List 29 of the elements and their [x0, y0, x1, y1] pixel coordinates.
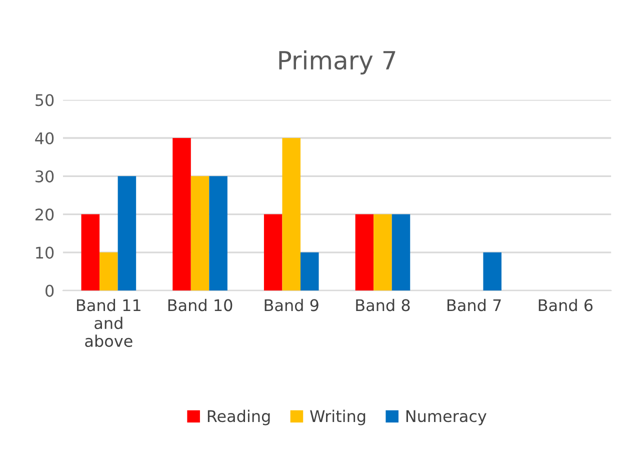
bar — [300, 252, 319, 291]
bar — [392, 214, 410, 291]
x-tick-label: Band 9 — [264, 298, 318, 312]
bar — [209, 176, 228, 291]
chart-title: Primary 7 — [279, 50, 396, 75]
y-tick-label: 0 — [46, 284, 54, 297]
bar — [282, 138, 301, 291]
legend-label: Writing — [310, 410, 366, 426]
bar — [264, 214, 282, 291]
bar — [190, 176, 210, 291]
x-tick-label: Band 7 — [448, 298, 501, 312]
y-tick-label: 10 — [36, 246, 54, 259]
bar — [355, 214, 374, 291]
legend-label: Reading — [208, 410, 270, 426]
x-tick-label: Band 10 — [168, 298, 232, 312]
bar — [483, 252, 502, 291]
x-tick-label: Band 8 — [356, 298, 410, 312]
x-tick-label: Band 11 and above — [77, 298, 140, 348]
bar — [172, 138, 191, 291]
bar — [118, 176, 136, 291]
y-tick-label: 30 — [36, 170, 54, 182]
y-tick-label: 20 — [36, 208, 54, 221]
bar — [374, 214, 392, 291]
y-tick-label: 40 — [35, 132, 54, 144]
bar — [81, 214, 100, 291]
y-tick-label: 50 — [36, 94, 54, 106]
x-tick-label: Band 6 — [538, 298, 593, 312]
bar — [100, 252, 118, 291]
legend-label: Numeracy — [406, 410, 486, 426]
